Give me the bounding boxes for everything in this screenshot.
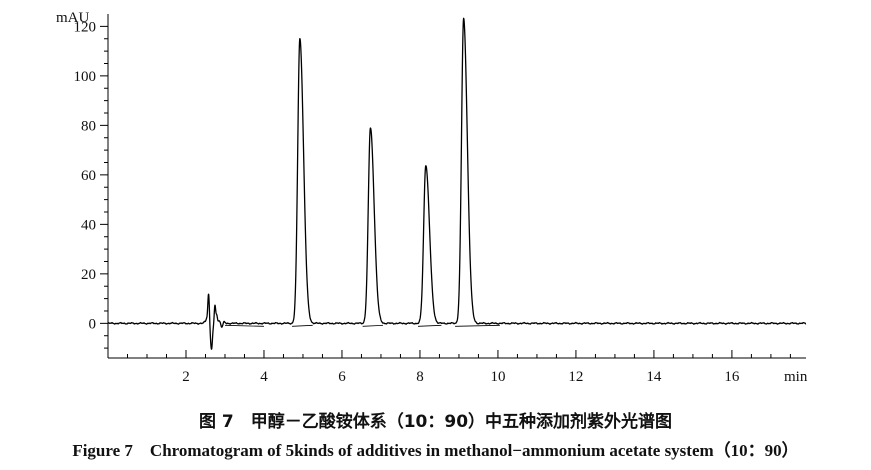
x-tick-label: 12 bbox=[568, 369, 583, 385]
y-tick-label: 40 bbox=[81, 217, 96, 233]
disturbance-baseline bbox=[224, 324, 264, 327]
y-tick-label: 120 bbox=[74, 19, 97, 35]
chromatogram-trace bbox=[107, 17, 807, 350]
x-tick-label: 8 bbox=[416, 369, 424, 385]
chromatogram-plot: 2 4 6 8 10 12 14 16 0 20 40 60 80 100 120 mAU min bbox=[56, 10, 808, 385]
x-tick-label: 10 bbox=[490, 369, 505, 385]
x-tick-label: 6 bbox=[338, 369, 346, 385]
y-tick-label: 60 bbox=[81, 168, 96, 184]
peak-baseline-2 bbox=[362, 324, 383, 327]
peak-baseline-3 bbox=[417, 324, 442, 327]
y-tick-label: 80 bbox=[81, 118, 96, 134]
y-tick-label: 0 bbox=[89, 316, 97, 332]
x-tick-label: 16 bbox=[724, 369, 740, 385]
x-unit-label: min bbox=[784, 369, 808, 385]
x-ticks: 2 4 6 8 10 12 14 16 bbox=[126, 350, 791, 385]
y-ticks: 0 20 40 60 80 100 120 bbox=[74, 19, 108, 349]
peak-baseline-4 bbox=[455, 324, 500, 327]
axes bbox=[107, 14, 806, 359]
figure-caption-english: Figure 7 Chromatogram of 5kinds of addit… bbox=[72, 441, 799, 460]
figure-caption-chinese: 图 7 甲醇－乙酸铵体系（10：90）中五种添加剂紫外光谱图 bbox=[198, 412, 673, 432]
series-group bbox=[107, 17, 807, 350]
x-tick-label: 2 bbox=[182, 369, 190, 385]
y-unit-label: mAU bbox=[56, 10, 90, 26]
x-tick-label: 4 bbox=[260, 369, 268, 385]
y-tick-label: 20 bbox=[81, 267, 96, 283]
x-tick-label: 14 bbox=[646, 369, 662, 385]
y-tick-label: 100 bbox=[74, 69, 97, 85]
peak-baseline-1 bbox=[292, 324, 313, 327]
